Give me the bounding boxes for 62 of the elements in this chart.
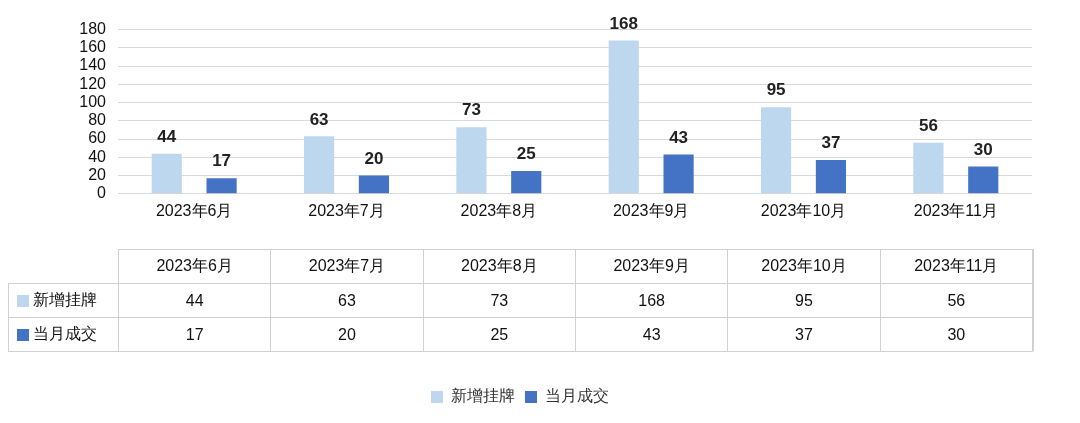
bar bbox=[608, 40, 639, 194]
x-tick-label: 2023年6月 bbox=[155, 201, 233, 219]
data-label: 44 bbox=[118, 283, 271, 317]
legend-label: 新增挂牌 bbox=[33, 290, 97, 310]
y-tick-label: 20 bbox=[88, 165, 107, 183]
bar bbox=[206, 178, 237, 194]
x-tick-label: 2023年8月 bbox=[460, 201, 538, 219]
data-label: 44 bbox=[157, 126, 177, 146]
data-label: 17 bbox=[212, 151, 232, 171]
data-label: 56 bbox=[879, 283, 1032, 317]
data-label: 63 bbox=[309, 109, 329, 129]
data-label: 25 bbox=[422, 317, 575, 351]
bar bbox=[968, 166, 999, 194]
y-tick-label: 40 bbox=[88, 147, 107, 165]
bar bbox=[358, 175, 389, 194]
x-tick-label: 2023年7月 bbox=[308, 201, 385, 219]
data-label: 20 bbox=[364, 148, 384, 168]
legend-label: 新增挂牌 bbox=[451, 387, 515, 405]
category-label: 2023年10月 bbox=[727, 249, 880, 283]
bar bbox=[815, 160, 846, 194]
category-label: 2023年8月 bbox=[422, 249, 575, 283]
data-label: 30 bbox=[973, 139, 993, 159]
bar bbox=[456, 127, 487, 194]
x-tick-label: 2023年10月 bbox=[760, 201, 847, 219]
category-label: 2023年7月 bbox=[270, 249, 423, 283]
data-label: 37 bbox=[727, 317, 880, 351]
bar bbox=[304, 136, 335, 194]
y-tick-label: 80 bbox=[88, 111, 107, 129]
data-label: 25 bbox=[516, 144, 536, 164]
y-tick-label: 60 bbox=[88, 129, 107, 147]
data-label: 168 bbox=[575, 283, 728, 317]
bar bbox=[511, 170, 542, 194]
y-tick-label: 180 bbox=[79, 20, 107, 38]
data-label: 73 bbox=[461, 100, 481, 120]
bar bbox=[663, 154, 694, 194]
legend-label: 当月成交 bbox=[545, 387, 609, 405]
category-label: 2023年11月 bbox=[879, 249, 1032, 283]
data-label: 30 bbox=[879, 317, 1032, 351]
bar bbox=[151, 153, 182, 194]
data-label: 95 bbox=[766, 80, 786, 100]
data-label: 56 bbox=[918, 115, 938, 135]
category-label: 2023年9月 bbox=[575, 249, 728, 283]
data-label: 43 bbox=[669, 127, 689, 147]
y-tick-label: 160 bbox=[79, 38, 107, 56]
legend-label: 当月成交 bbox=[33, 324, 97, 344]
y-tick-label: 0 bbox=[97, 184, 107, 202]
x-tick-label: 2023年11月 bbox=[913, 201, 998, 219]
y-tick-label: 140 bbox=[79, 56, 107, 74]
data-label: 17 bbox=[118, 317, 271, 351]
data-label: 43 bbox=[575, 317, 728, 351]
x-tick-label: 2023年9月 bbox=[612, 201, 690, 219]
bar bbox=[761, 107, 792, 194]
data-label: 95 bbox=[727, 283, 880, 317]
category-label: 2023年6月 bbox=[118, 249, 271, 283]
data-label: 73 bbox=[422, 283, 575, 317]
bar bbox=[913, 142, 944, 194]
data-label: 168 bbox=[609, 13, 638, 33]
data-label: 63 bbox=[270, 283, 423, 317]
data-label: 20 bbox=[270, 317, 423, 351]
data-label: 37 bbox=[821, 133, 841, 153]
y-tick-label: 100 bbox=[79, 92, 107, 110]
y-tick-label: 120 bbox=[79, 74, 107, 92]
